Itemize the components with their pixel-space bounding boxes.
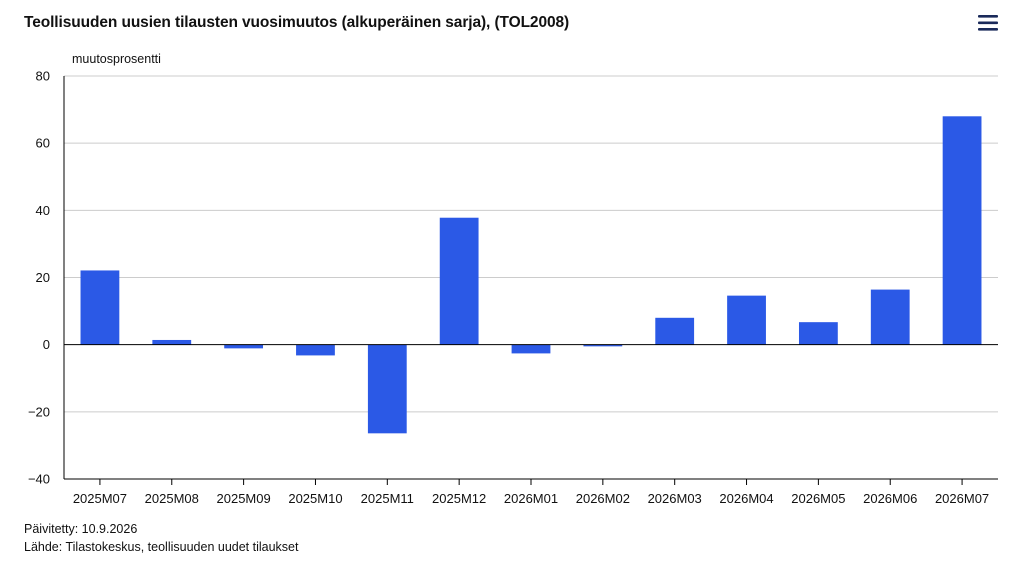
bar — [942, 116, 982, 345]
menu-button[interactable] — [972, 10, 1004, 36]
hamburger-menu-icon — [978, 15, 998, 31]
x-tick-label: 2025M07 — [73, 491, 127, 506]
bar — [798, 322, 838, 345]
x-tick-label: 2025M09 — [217, 491, 271, 506]
bar — [80, 270, 120, 345]
source-note: Lähde: Tilastokeskus, teollisuuden uudet… — [24, 540, 299, 554]
bar — [367, 344, 407, 434]
x-tick-label: 2026M04 — [719, 491, 773, 506]
x-tick-label: 2026M03 — [648, 491, 702, 506]
bar — [152, 339, 192, 345]
bars — [80, 116, 982, 434]
y-tick-label: −40 — [28, 472, 50, 487]
bar — [870, 289, 910, 345]
bar — [224, 344, 264, 349]
y-tick-label: 80 — [36, 69, 50, 84]
updated-note: Päivitetty: 10.9.2026 — [24, 522, 138, 536]
y-axis-label: muutosprosentti — [72, 52, 161, 66]
tick-labels: 80 60 40 20 0 −20 −40 2025M07 2025M08 2025M09 2025… — [28, 69, 989, 507]
x-tick-label: 2026M05 — [791, 491, 845, 506]
x-tick-label: 2026M06 — [863, 491, 917, 506]
bar — [583, 344, 623, 347]
x-tick-label: 2025M11 — [361, 491, 414, 506]
chart-title: Teollisuuden uusien tilausten vuosimuuto… — [24, 14, 570, 31]
x-tick-label: 2026M02 — [576, 491, 630, 506]
axes — [63, 76, 998, 485]
y-tick-label: 60 — [36, 136, 50, 151]
x-tick-label: 2026M01 — [504, 491, 558, 506]
bar — [655, 317, 695, 345]
bar — [439, 217, 479, 345]
y-tick-label: 20 — [36, 270, 50, 285]
bar — [511, 344, 551, 354]
x-tick-label: 2025M10 — [288, 491, 342, 506]
bar — [296, 344, 335, 356]
bar — [727, 295, 766, 345]
x-tick-label: 2025M12 — [432, 491, 486, 506]
grid-lines — [64, 75, 998, 480]
y-tick-label: 0 — [43, 337, 50, 352]
y-tick-label: 40 — [36, 203, 50, 218]
x-tick-label: 2025M08 — [145, 491, 199, 506]
y-tick-label: −20 — [28, 404, 50, 419]
x-tick-label: 2026M07 — [935, 491, 989, 506]
